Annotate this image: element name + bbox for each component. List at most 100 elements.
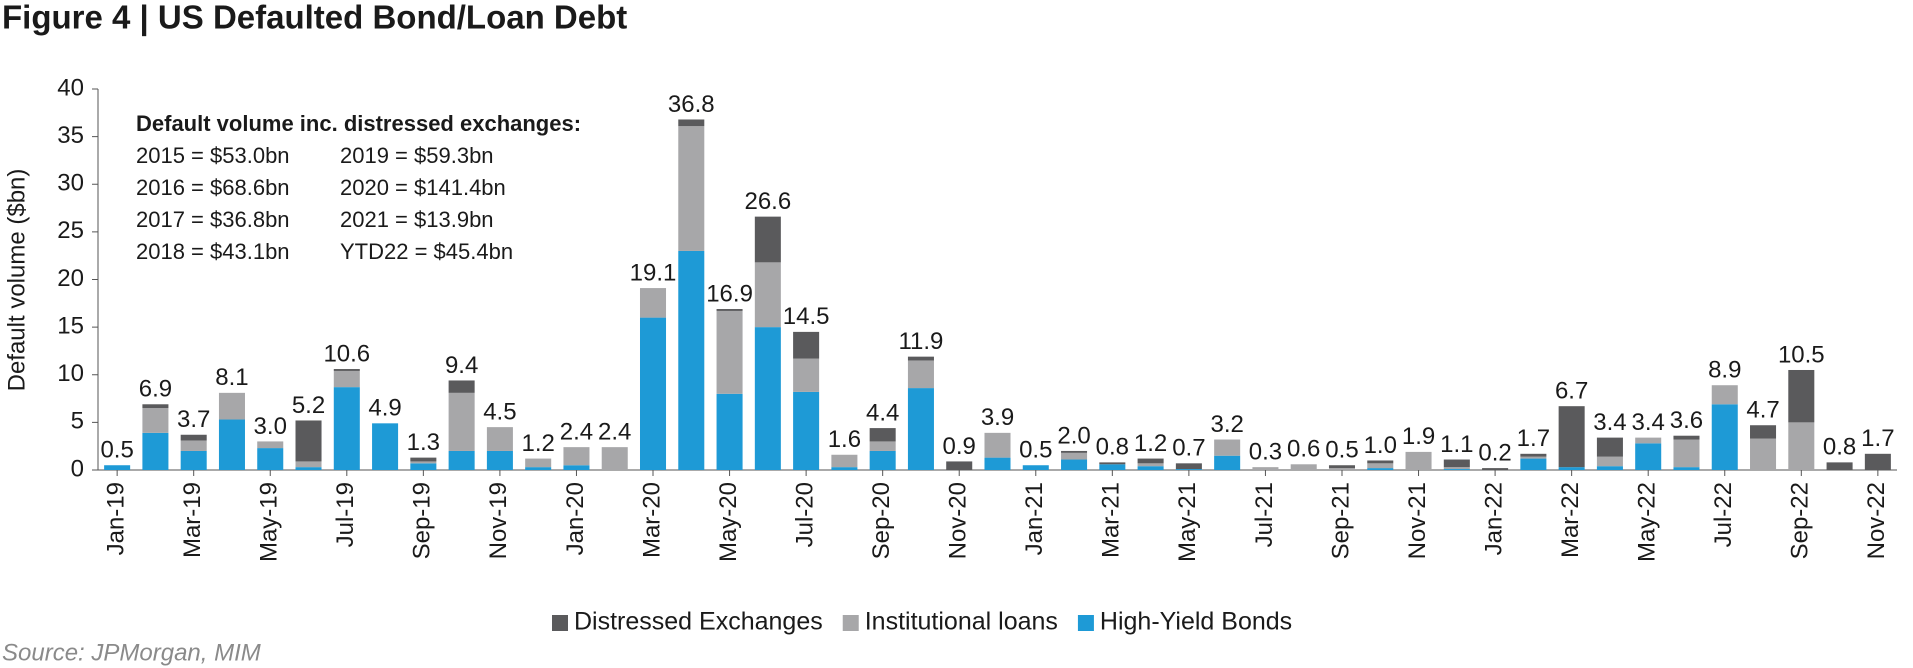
total-label: 0.3	[1249, 438, 1282, 465]
bar-segment	[601, 447, 628, 470]
annotation-title: Default volume inc. distressed exchanges…	[136, 111, 581, 136]
annotation-line: 2020 = $141.4bn	[340, 175, 506, 200]
bar-segment	[793, 358, 820, 392]
bar-segment	[180, 440, 207, 451]
total-label: 6.7	[1555, 378, 1588, 405]
bar-segment	[1673, 439, 1700, 468]
bar-segment	[1137, 463, 1164, 467]
bar-segment	[1328, 465, 1356, 469]
total-label: 3.2	[1210, 411, 1243, 438]
bar-segment	[1443, 467, 1470, 470]
x-tick-label: Sep-20	[868, 482, 895, 559]
total-label: 3.4	[1632, 409, 1665, 436]
bar-segment	[678, 119, 705, 127]
legend-label: Distressed Exchanges	[574, 608, 823, 636]
total-label: 2.4	[598, 418, 631, 445]
bar-segment	[639, 317, 667, 470]
bar-segment	[1520, 453, 1547, 457]
x-tick-label: Sep-22	[1787, 482, 1814, 559]
bar-segment	[678, 126, 705, 251]
total-label: 0.5	[1325, 437, 1358, 464]
bar-segment	[754, 327, 781, 470]
total-label: 16.9	[706, 280, 753, 307]
x-tick-label: Jan-20	[562, 482, 589, 555]
x-tick-label: Nov-20	[945, 482, 972, 559]
total-label: 14.5	[783, 303, 830, 330]
total-label: 8.9	[1708, 357, 1741, 384]
bar-segment	[142, 408, 169, 433]
bar-segment	[639, 288, 667, 318]
bar-segment	[295, 461, 322, 468]
total-label: 0.7	[1172, 435, 1205, 462]
bar-segment	[831, 454, 858, 468]
total-label: 3.9	[981, 404, 1014, 431]
y-tick-label: 25	[57, 217, 84, 244]
bar-segment	[218, 419, 245, 470]
bar-segment	[1137, 458, 1164, 464]
source-note: Source: JPMorgan, MIM	[2, 639, 261, 666]
legend-swatch	[552, 615, 568, 631]
bar-segment	[984, 457, 1011, 470]
bar-segment	[1558, 467, 1585, 470]
annotation-line: 2021 = $13.9bn	[340, 207, 494, 232]
bar-segment	[716, 310, 743, 394]
bar-segment	[1520, 458, 1547, 470]
total-label: 0.9	[943, 433, 976, 460]
x-tick-label: Mar-19	[179, 482, 206, 558]
bar-segment	[218, 392, 245, 420]
bar-segment	[1214, 439, 1241, 456]
bar-segment	[486, 450, 513, 470]
total-label: 0.6	[1287, 436, 1320, 463]
bar-segment	[716, 309, 743, 311]
bar-segment	[1520, 456, 1547, 459]
total-label: 1.1	[1440, 431, 1473, 458]
bar-segment	[1022, 465, 1049, 470]
bar-segment	[333, 369, 360, 371]
total-label: 9.4	[445, 352, 478, 379]
total-label: 1.6	[828, 426, 861, 453]
x-tick-label: Sep-19	[409, 482, 436, 559]
x-tick-label: May-20	[715, 482, 742, 562]
annotation-line: 2016 = $68.6bn	[136, 175, 290, 200]
x-tick-label: Nov-22	[1863, 482, 1890, 559]
bar-segment	[1061, 450, 1088, 453]
y-tick-label: 40	[57, 74, 84, 101]
bar-segment	[142, 432, 169, 470]
total-label: 1.2	[1134, 430, 1167, 457]
total-label: 2.4	[560, 418, 593, 445]
bar-segment	[563, 447, 590, 466]
x-tick-label: Jul-19	[332, 482, 359, 547]
total-label: 1.7	[1861, 425, 1894, 452]
legend-swatch	[1077, 615, 1094, 631]
total-label: 0.2	[1478, 439, 1511, 466]
y-tick-label: 20	[57, 265, 84, 292]
total-label: 8.1	[215, 364, 248, 391]
bar-segment	[1596, 456, 1623, 467]
y-tick-label: 30	[57, 170, 84, 197]
total-label: 3.7	[177, 406, 210, 433]
x-tick-label: May-21	[1174, 482, 1201, 562]
bar-segment	[1558, 406, 1585, 468]
bar-segment	[180, 434, 207, 441]
bar-segment	[1443, 459, 1470, 468]
bar-segment	[1367, 463, 1394, 469]
bar-segment	[716, 393, 743, 470]
bar-segment	[869, 428, 896, 442]
bar-segment	[1061, 459, 1088, 470]
bar-segment	[1673, 435, 1700, 440]
bar-segment	[907, 356, 934, 361]
bar-segment	[410, 457, 437, 462]
bar-segment	[180, 450, 207, 470]
total-label: 2.0	[1057, 422, 1090, 449]
bar-segment	[793, 391, 820, 470]
total-label: 0.5	[1019, 437, 1052, 464]
x-tick-label: Mar-20	[638, 482, 665, 558]
bar-segment	[1635, 443, 1662, 470]
y-tick-label: 10	[57, 360, 84, 387]
total-label: 0.5	[100, 437, 133, 464]
bar-segment	[486, 427, 513, 451]
bar-segment	[333, 387, 360, 470]
bar-segment	[142, 404, 169, 409]
x-tick-label: Jul-22	[1710, 482, 1737, 547]
